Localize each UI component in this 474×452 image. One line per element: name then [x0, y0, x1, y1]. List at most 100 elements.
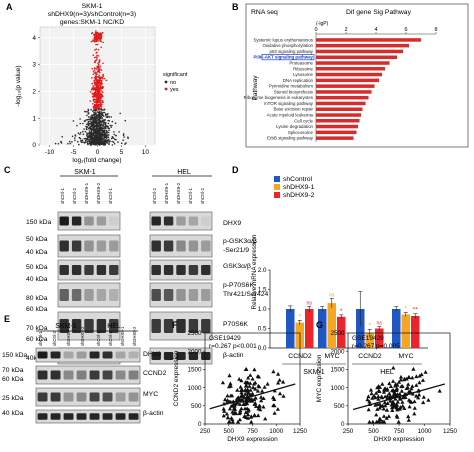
volcano-point-not-significant: [127, 136, 129, 138]
volcano-point-significant: [98, 74, 100, 77]
f-plot-point: [258, 407, 263, 412]
e-blot-dhx9-band: [76, 351, 87, 359]
d-group-hel: HEL: [380, 369, 394, 376]
volcano-point-not-significant: [104, 143, 106, 145]
volcano-point-not-significant: [107, 127, 109, 130]
volcano-point-significant: [96, 65, 98, 68]
g-plot-point: [388, 398, 393, 403]
c-blot-pgsk3-skm1-band: [59, 240, 69, 252]
g-plot-point: [391, 379, 396, 383]
c-blot-actin-hel-band: [151, 352, 161, 360]
pathway-label: Proteasome: [289, 61, 313, 66]
volcano-title-line3: genes:SKM-1 NC/KD: [60, 19, 124, 26]
volcano-point-not-significant: [93, 124, 95, 127]
volcano-point-not-significant: [81, 141, 83, 143]
c-blot-pgsk3-hel-band: [163, 240, 174, 252]
volcano-point-not-significant: [74, 139, 76, 142]
c-blot-pp70s6k-hel-band: [188, 289, 199, 301]
volcano-point-significant: [98, 67, 101, 70]
f-plot-point: [251, 385, 256, 390]
f-plot-dataset-label: GSE19429: [209, 335, 241, 342]
f-plot-y-tick-label: 2000: [187, 348, 202, 355]
c-blot-gsk3-hel-band: [176, 265, 186, 275]
volcano-point-significant: [92, 98, 95, 101]
volcano-point-not-significant: [103, 108, 106, 111]
g-plot-point: [437, 388, 442, 393]
volcano-point-not-significant: [95, 122, 97, 125]
volcano-point-not-significant: [93, 143, 95, 145]
volcano-point-significant: [101, 85, 104, 88]
g-plot-point: [410, 375, 415, 380]
e-blot-ccnd2-band: [115, 370, 126, 380]
c-blot-dhx9-skm1-band: [59, 216, 69, 226]
f-plot-point: [276, 380, 281, 385]
f-plot-point: [248, 388, 253, 392]
volcano-point-not-significant: [108, 129, 110, 132]
volcano-point-not-significant: [74, 135, 77, 137]
d-y-tick-label: 2.0: [258, 267, 267, 274]
volcano-point-not-significant: [100, 113, 103, 116]
volcano-point-not-significant: [98, 126, 101, 128]
e-blot-ccnd2-band: [89, 370, 100, 380]
pathway-x-tick-label: 6: [404, 27, 407, 33]
c-cellline-skm1: SKM-1: [74, 169, 96, 176]
volcano-point-significant: [91, 88, 93, 91]
panel-letter-b: B: [232, 2, 239, 12]
g-plot-point: [409, 386, 414, 391]
e-protein-dhx9: DHX9: [143, 351, 161, 358]
volcano-point-not-significant: [91, 120, 94, 123]
e-lane-label: shCtrl-1: [38, 331, 43, 346]
volcano-point-significant: [100, 35, 103, 38]
e-blot-myc-band: [50, 392, 61, 402]
pathway-x-tick-label: 0: [314, 27, 317, 33]
d-category-label: CCND2: [358, 353, 382, 360]
volcano-point-significant: [94, 40, 96, 43]
f-plot-point: [225, 398, 230, 402]
f-plot-point: [261, 404, 266, 409]
volcano-point-significant: [95, 43, 97, 46]
volcano-point-significant: [100, 90, 103, 92]
g-plot-point: [405, 385, 410, 390]
e-blot-myc-band: [89, 392, 100, 402]
volcano-point-significant: [99, 93, 101, 96]
volcano-point-not-significant: [90, 108, 92, 111]
f-plot-point: [256, 383, 261, 388]
d-legend-swatch: [274, 176, 280, 182]
volcano-point-not-significant: [102, 131, 104, 133]
volcano-point-not-significant: [90, 125, 93, 127]
f-plot-point: [277, 378, 282, 382]
f-plot-point: [263, 416, 268, 421]
f-plot-point: [255, 388, 260, 393]
volcano-point-not-significant: [96, 129, 98, 132]
volcano-point-not-significant: [107, 119, 109, 122]
volcano-point-not-significant: [92, 137, 94, 139]
f-plot-point: [261, 396, 266, 400]
e-lane-label: shDHX9-2: [132, 326, 137, 346]
g-plot-point: [410, 384, 415, 388]
g-plot-point: [406, 414, 411, 419]
volcano-point-not-significant: [92, 113, 94, 116]
pathway-label: Steroid biosynthesis: [274, 89, 314, 94]
d-y-tick-label: 1.5: [258, 287, 267, 294]
f-plot-point: [281, 379, 286, 384]
volcano-point-not-significant: [84, 137, 87, 140]
volcano-point-not-significant: [81, 139, 84, 141]
volcano-point-not-significant: [118, 131, 120, 133]
g-plot-point: [400, 400, 405, 404]
volcano-legend-title: significant: [163, 72, 188, 78]
volcano-point-not-significant: [57, 143, 60, 145]
volcano-point-not-significant: [101, 112, 104, 115]
volcano-point-not-significant: [96, 128, 99, 130]
c-blot-dhx9-skm1-band: [71, 216, 82, 226]
c-blot-p70s6k-skm1-band: [59, 319, 69, 333]
volcano-point-significant: [92, 73, 95, 75]
g-plot-point: [367, 419, 372, 424]
volcano-point-not-significant: [101, 139, 104, 141]
g-plot-point: [411, 366, 416, 371]
volcano-x-tick-label: -10: [45, 149, 55, 156]
volcano-point-significant: [99, 65, 102, 68]
pathway-bar: [316, 55, 397, 59]
volcano-point-significant: [97, 98, 100, 101]
g-plot-point: [400, 403, 405, 408]
